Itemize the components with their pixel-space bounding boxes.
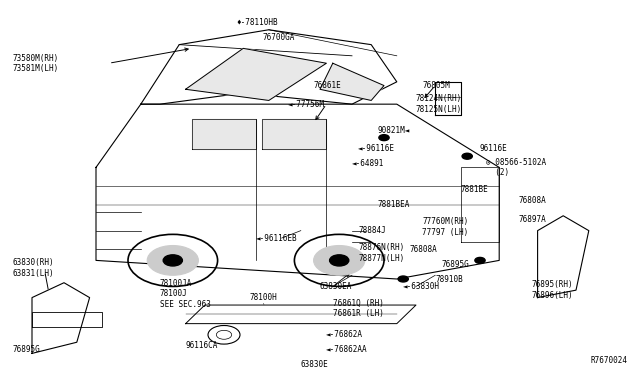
Text: 77760M(RH)
77797 (LH): 77760M(RH) 77797 (LH): [422, 217, 468, 237]
Polygon shape: [141, 30, 397, 104]
Text: 78884J: 78884J: [358, 226, 386, 235]
Text: 78100JA
78100J
SEE SEC.963: 78100JA 78100J SEE SEC.963: [160, 279, 211, 309]
Text: 78100H: 78100H: [250, 293, 277, 302]
Text: 7881BEA: 7881BEA: [378, 200, 410, 209]
Text: 76808A: 76808A: [518, 196, 546, 205]
Polygon shape: [96, 104, 499, 279]
Text: 78124N(RH)
78125N(LH): 78124N(RH) 78125N(LH): [416, 94, 462, 114]
Text: ◄-64891: ◄-64891: [352, 159, 385, 168]
Text: 76895G: 76895G: [442, 260, 469, 269]
Text: 90821M◄: 90821M◄: [378, 126, 410, 135]
Text: ◄-96116EB: ◄-96116EB: [256, 234, 298, 243]
Text: 76861Q (RH)
76861R (LH): 76861Q (RH) 76861R (LH): [333, 299, 383, 318]
Text: R7670024: R7670024: [590, 356, 627, 365]
Text: 73580M(RH)
73581M(LH): 73580M(RH) 73581M(LH): [13, 54, 59, 73]
Text: 76700GA: 76700GA: [262, 33, 295, 42]
Polygon shape: [538, 216, 589, 298]
Circle shape: [398, 276, 408, 282]
Polygon shape: [186, 48, 326, 100]
Circle shape: [379, 135, 389, 141]
Text: ◄-76862AA: ◄-76862AA: [326, 345, 368, 354]
Text: ◄-63830H: ◄-63830H: [403, 282, 440, 291]
Polygon shape: [32, 283, 90, 353]
Circle shape: [163, 255, 182, 266]
Text: 78876N(RH)
78877N(LH): 78876N(RH) 78877N(LH): [358, 243, 404, 263]
Text: ♦-78110HB: ♦-78110HB: [237, 18, 278, 27]
Text: ⊙ 08566-5102A
  (2): ⊙ 08566-5102A (2): [486, 158, 547, 177]
Circle shape: [475, 257, 485, 263]
Text: 96116CA: 96116CA: [186, 341, 218, 350]
Text: 76897A: 76897A: [518, 215, 546, 224]
Circle shape: [462, 153, 472, 159]
Text: 76808A: 76808A: [410, 245, 437, 254]
Text: ◄-76862A: ◄-76862A: [326, 330, 364, 339]
Circle shape: [330, 255, 349, 266]
Text: 76805M: 76805M: [422, 81, 450, 90]
Text: 96116E: 96116E: [480, 144, 508, 153]
Text: 76895(RH)
76896(LH): 76895(RH) 76896(LH): [531, 280, 573, 300]
Text: ◄-77756M: ◄-77756M: [288, 100, 325, 109]
Polygon shape: [320, 63, 384, 100]
Text: ◄-96116E: ◄-96116E: [358, 144, 396, 153]
Polygon shape: [435, 82, 461, 115]
Text: 78910B: 78910B: [435, 275, 463, 283]
Text: 63830EA: 63830EA: [320, 282, 353, 291]
Text: 63830(RH)
63831(LH): 63830(RH) 63831(LH): [13, 258, 54, 278]
Polygon shape: [32, 312, 102, 327]
Text: 7881BE: 7881BE: [461, 185, 488, 194]
Circle shape: [314, 246, 365, 275]
Polygon shape: [262, 119, 326, 149]
Text: 63830E: 63830E: [301, 360, 328, 369]
Circle shape: [147, 246, 198, 275]
Polygon shape: [186, 305, 416, 324]
Polygon shape: [192, 119, 256, 149]
Text: 76861E: 76861E: [314, 81, 341, 90]
Text: 76895G: 76895G: [13, 345, 40, 354]
